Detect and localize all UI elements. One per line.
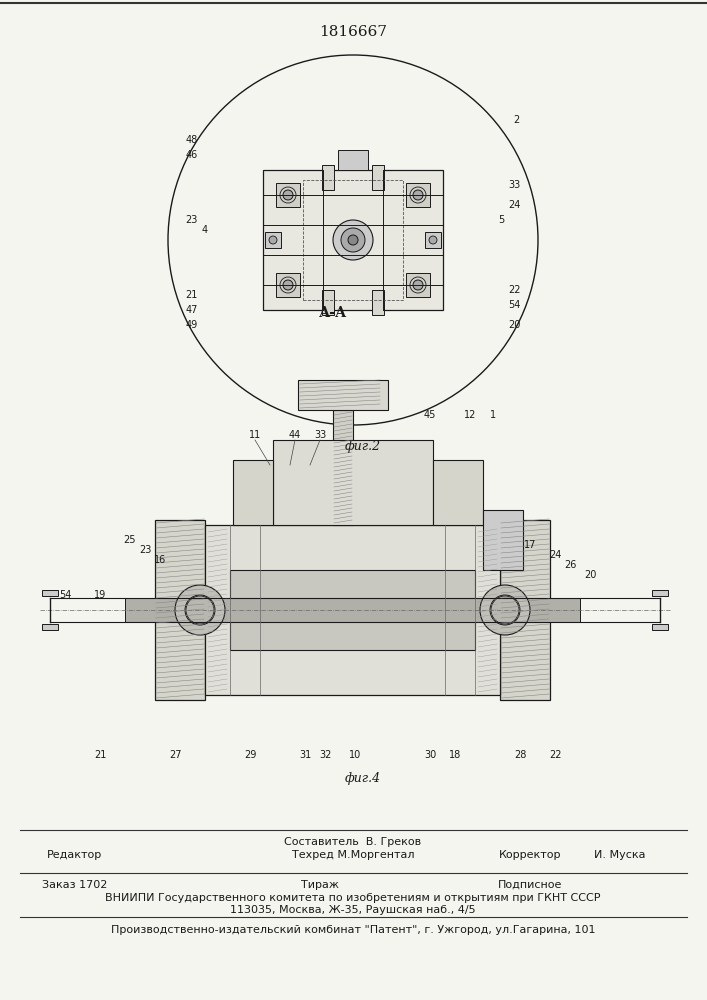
Text: 24: 24: [549, 550, 561, 560]
Text: 33: 33: [508, 180, 520, 190]
Bar: [303, 180, 403, 300]
Bar: [298, 380, 388, 410]
Bar: [155, 520, 205, 700]
Text: 21: 21: [186, 290, 198, 300]
Text: фиг.4: фиг.4: [345, 772, 381, 785]
Text: 2: 2: [513, 115, 519, 125]
Bar: [125, 598, 580, 622]
Text: ВНИИПИ Государственного комитета по изобретениям и открытиям при ГКНТ СССР: ВНИИПИ Государственного комитета по изоб…: [105, 893, 601, 903]
Text: 25: 25: [124, 535, 136, 545]
Circle shape: [333, 220, 373, 260]
Text: 22: 22: [508, 285, 520, 295]
Text: 17: 17: [524, 540, 536, 550]
Bar: [333, 410, 353, 525]
Bar: [230, 570, 475, 650]
Text: 113035, Москва, Ж-35, Раушская наб., 4/5: 113035, Москва, Ж-35, Раушская наб., 4/5: [230, 905, 476, 915]
Bar: [263, 170, 443, 310]
Bar: [233, 460, 273, 525]
Circle shape: [186, 596, 214, 624]
Text: Составитель  В. Греков: Составитель В. Греков: [284, 837, 421, 847]
Circle shape: [269, 236, 277, 244]
Bar: [322, 165, 334, 190]
Text: 28: 28: [514, 750, 526, 760]
Bar: [276, 273, 300, 297]
Text: 47: 47: [186, 305, 198, 315]
Bar: [425, 232, 441, 248]
Text: 54: 54: [508, 300, 520, 310]
Text: 46: 46: [186, 150, 198, 160]
Text: Подписное: Подписное: [498, 880, 562, 890]
Bar: [372, 165, 384, 190]
Circle shape: [491, 596, 519, 624]
Text: 54: 54: [59, 590, 71, 600]
Text: 4: 4: [202, 225, 208, 235]
Text: 22: 22: [549, 750, 561, 760]
Bar: [483, 510, 523, 570]
Text: И. Муска: И. Муска: [595, 850, 645, 860]
Text: 11: 11: [249, 430, 261, 440]
Bar: [205, 525, 500, 695]
Text: 24: 24: [508, 200, 520, 210]
Text: 29: 29: [244, 750, 256, 760]
Text: 20: 20: [584, 570, 596, 580]
Circle shape: [348, 235, 358, 245]
Bar: [338, 150, 368, 170]
Text: А-А: А-А: [319, 306, 347, 320]
Circle shape: [283, 190, 293, 200]
Text: 32: 32: [319, 750, 331, 760]
Text: 18: 18: [449, 750, 461, 760]
Bar: [322, 290, 334, 315]
Text: 26: 26: [563, 560, 576, 570]
Bar: [273, 440, 433, 525]
Circle shape: [283, 280, 293, 290]
Text: 44: 44: [289, 430, 301, 440]
Text: 19: 19: [94, 590, 106, 600]
Circle shape: [413, 190, 423, 200]
Text: 48: 48: [186, 135, 198, 145]
Bar: [42, 624, 58, 630]
Text: Редактор: Редактор: [47, 850, 103, 860]
Circle shape: [175, 585, 225, 635]
Text: 5: 5: [498, 215, 504, 225]
Text: 45: 45: [423, 410, 436, 420]
Text: 33: 33: [314, 430, 326, 440]
Text: 21: 21: [94, 750, 106, 760]
Text: 23: 23: [186, 215, 198, 225]
Text: Корректор: Корректор: [498, 850, 561, 860]
Text: 31: 31: [299, 750, 311, 760]
Text: 16: 16: [154, 555, 166, 565]
Text: 30: 30: [424, 750, 436, 760]
Text: Техред М.Моргентал: Техред М.Моргентал: [292, 850, 414, 860]
Bar: [652, 624, 668, 630]
Text: Тираж: Тираж: [301, 880, 339, 890]
Text: 1816667: 1816667: [319, 25, 387, 39]
Bar: [500, 520, 550, 700]
Bar: [433, 460, 483, 525]
Text: 10: 10: [349, 750, 361, 760]
Text: Заказ 1702: Заказ 1702: [42, 880, 107, 890]
Text: 27: 27: [169, 750, 181, 760]
Text: 12: 12: [464, 410, 477, 420]
Circle shape: [413, 280, 423, 290]
Bar: [652, 590, 668, 596]
Circle shape: [480, 585, 530, 635]
Bar: [406, 273, 430, 297]
Text: 1: 1: [490, 410, 496, 420]
Text: 20: 20: [508, 320, 520, 330]
Text: 49: 49: [186, 320, 198, 330]
Bar: [265, 232, 281, 248]
Bar: [42, 590, 58, 596]
Circle shape: [490, 595, 520, 625]
Text: 23: 23: [139, 545, 151, 555]
Bar: [406, 183, 430, 207]
Bar: [276, 183, 300, 207]
Bar: [372, 290, 384, 315]
Text: фиг.2: фиг.2: [345, 440, 381, 453]
Text: Производственно-издательский комбинат "Патент", г. Ужгород, ул.Гагарина, 101: Производственно-издательский комбинат "П…: [111, 925, 595, 935]
Circle shape: [185, 595, 215, 625]
Circle shape: [429, 236, 437, 244]
Circle shape: [341, 228, 365, 252]
